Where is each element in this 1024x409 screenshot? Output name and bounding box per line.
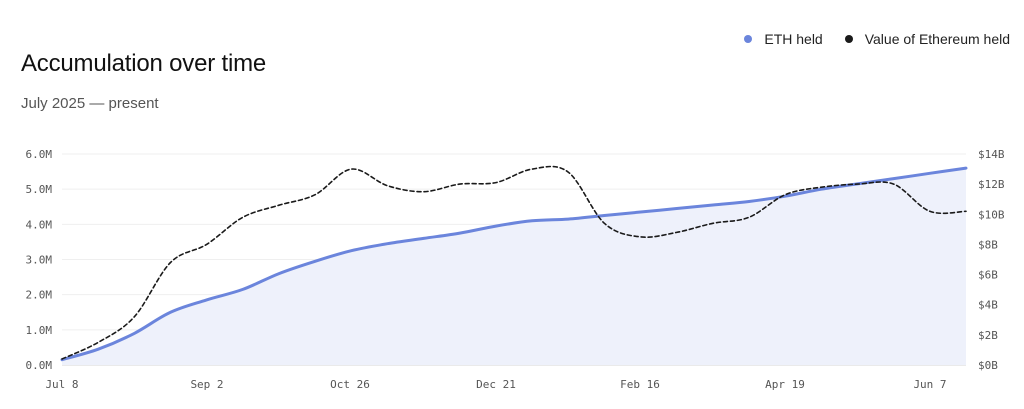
line-layer [60,165,968,362]
legend-label: ETH held [764,31,823,47]
legend-dot-icon [844,35,853,43]
y-tick-label-left: 0.0M [26,359,53,372]
y-tick-label-right: $0B [978,359,998,372]
y-tick-label-left: 3.0M [26,254,53,267]
x-tick-label: Jul 8 [45,378,78,391]
x-tick-label: Apr 19 [765,378,805,391]
y-tick-label-left: 4.0M [26,218,53,231]
x-tick-label: Feb 16 [620,378,660,391]
y-tick-label-left: 6.0M [26,148,53,161]
x-tick-label: Sep 2 [190,378,223,391]
y-tick-label-right: $6B [978,269,998,282]
chart-subtitle: July 2025 — present [21,95,159,112]
right-axis: $0B $2B $4B $6B $8B $10B $12B $14B [978,148,1005,372]
x-tick-label: Jun 7 [913,378,946,391]
x-tick-label: Oct 26 [330,378,370,391]
series-line-value-held [61,165,967,360]
legend: ETH held Value of Ethereum held [722,31,1010,47]
area-layer [62,168,966,365]
legend-item-eth-held[interactable]: ETH held [744,31,823,47]
y-tick-label-left: 5.0M [26,183,53,196]
y-tick-label-right: $10B [978,208,1005,221]
y-tick-label-left: 2.0M [26,289,53,302]
y-tick-label-right: $12B [978,178,1005,191]
y-tick-label-right: $2B [978,329,998,342]
chart-title: Accumulation over time [21,50,267,77]
legend-label: Value of Ethereum held [864,31,1010,47]
x-axis: Jul 8 Sep 2 Oct 26 Dec 21 Feb 16 Apr 19 Jun 7 [45,378,946,391]
y-tick-label-left: 1.0M [26,324,53,337]
legend-item-value-held[interactable]: Value of Ethereum held [844,31,1010,47]
x-tick-label: Dec 21 [476,378,516,391]
series-area-eth-held [62,168,966,365]
y-tick-label-right: $4B [978,299,998,312]
y-tick-label-right: $8B [978,238,998,251]
legend-dot-icon [744,35,753,43]
series-line-eth-held [60,166,968,362]
y-tick-label-right: $14B [978,148,1005,161]
left-axis: 0.0M 1.0M 2.0M 3.0M 4.0M 5.0M 6.0M [26,148,53,372]
